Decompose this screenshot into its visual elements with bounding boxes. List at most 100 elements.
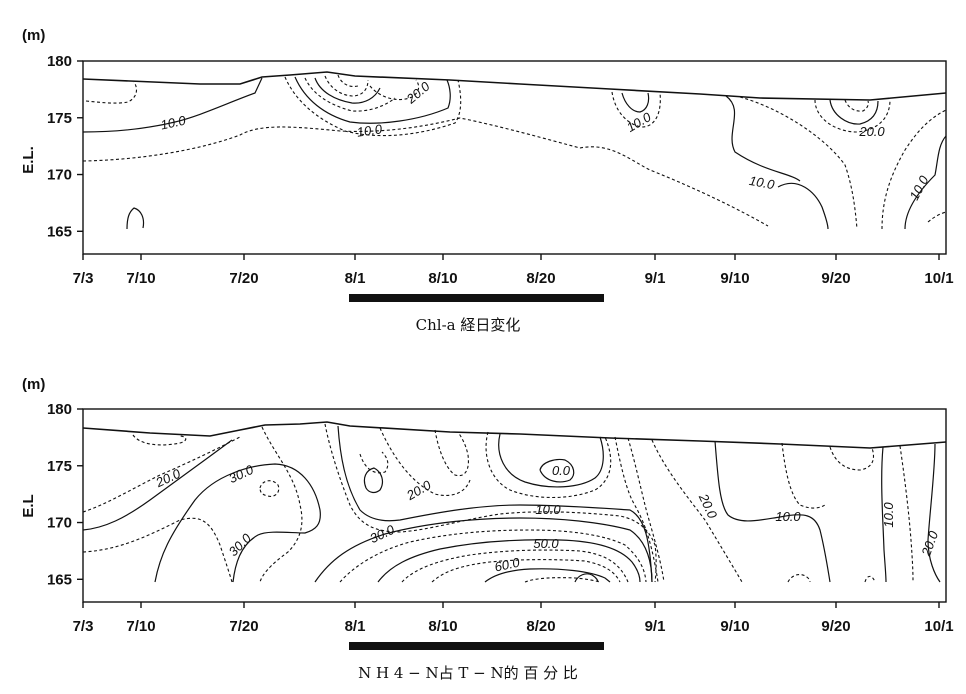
chl-a-x-tick-label: 8/1 xyxy=(345,270,366,287)
nh4-contour-label: 10.0 xyxy=(535,502,561,517)
chl-a-contour-label: 10.0 xyxy=(356,121,384,139)
nh4-contour-line xyxy=(82,436,241,513)
nh4-contour-label: 10.0 xyxy=(775,509,801,524)
chl-a-contour-line xyxy=(725,95,801,182)
nh4-contour-label: 50.0 xyxy=(533,536,559,551)
chl-a-contour-line xyxy=(739,96,858,230)
nh4-contour-line xyxy=(574,573,599,583)
nh4-contour-line xyxy=(132,434,187,446)
chl-a-contour-line xyxy=(777,182,829,230)
chl-a-contour-line xyxy=(829,99,879,125)
nh4-contour-line xyxy=(337,425,653,583)
nh4-period-bar xyxy=(349,642,604,650)
nh4-contour-line xyxy=(899,445,914,583)
chl-a-x-tick-label: 8/10 xyxy=(428,270,457,287)
chl-a-contour-line xyxy=(904,135,947,230)
nh4-contour-line xyxy=(82,517,233,583)
chl-a-x-tick-label: 8/20 xyxy=(526,270,555,287)
nh4-contour-label: 30.0 xyxy=(367,521,397,546)
nh4-y-ticks: 180 175 170 165 xyxy=(47,401,83,588)
nh4-contour-line xyxy=(154,463,321,583)
nh4-x-tick-label: 9/20 xyxy=(821,618,850,635)
nh4-x-tick-label: 9/1 xyxy=(645,618,666,635)
chl-a-contour-line xyxy=(126,207,145,230)
nh4-contour-line xyxy=(927,443,941,583)
nh4-x-tick-label: 10/1 xyxy=(924,618,953,635)
chl-a-y-tick-label: 175 xyxy=(47,110,72,127)
nh4-contour-line xyxy=(401,549,629,583)
chl-a-y-ticks: 180 175 170 165 xyxy=(47,53,83,240)
nh4-contour-label: 20.0 xyxy=(696,491,721,522)
nh4-x-tick-label: 7/3 xyxy=(73,618,94,635)
nh4-contour-line xyxy=(614,436,659,583)
nh4-contour-line xyxy=(363,467,384,494)
nh4-x-tick-label: 9/10 xyxy=(720,618,749,635)
chl-a-contour-line xyxy=(814,99,891,133)
chl-a-panel: (m) E.L. 180 175 170 165 7/3 7/10 7/20 8/1 8/10… xyxy=(20,27,954,334)
chl-a-y-tick-label: 170 xyxy=(47,167,72,184)
nh4-panel: (m) E.L 180 175 170 165 7/3 7/10 7/20 8/1 8/10 8… xyxy=(20,376,954,682)
nh4-contour-line xyxy=(484,568,611,583)
chl-a-contour-label: 10.0 xyxy=(906,173,931,203)
chl-a-x-tick-label: 7/20 xyxy=(229,270,258,287)
nh4-x-tick-label: 8/10 xyxy=(428,618,457,635)
chl-a-contour-label: 20.0 xyxy=(403,78,433,107)
chl-a-contour-line xyxy=(82,117,769,227)
nh4-contour-label: 0.0 xyxy=(552,463,571,478)
nh4-contour-line xyxy=(339,529,647,583)
nh4-contour-line xyxy=(627,437,665,583)
nh4-contour-line xyxy=(434,429,469,477)
chl-a-contour-line xyxy=(369,79,420,101)
chl-a-caption: Chl-a 経日変化 xyxy=(416,316,521,334)
nh4-contour-line xyxy=(314,517,653,583)
chl-a-plot-frame xyxy=(82,60,947,255)
chl-a-water-surface xyxy=(82,71,947,101)
nh4-contour-label: 20.0 xyxy=(403,477,434,504)
chl-a-x-tick-label: 9/20 xyxy=(821,270,850,287)
chl-a-x-tick-label: 7/3 xyxy=(73,270,94,287)
chl-a-contour-line xyxy=(927,211,947,223)
chl-a-x-ticks: 7/3 7/10 7/20 8/1 8/10 8/20 9/1 9/10 9/20 10/1 xyxy=(73,254,954,287)
chl-a-contour-label: 10.0 xyxy=(159,112,188,132)
nh4-y-axis-label: E.L xyxy=(20,494,37,517)
chl-a-contour-line xyxy=(85,81,138,104)
nh4-contour-line xyxy=(881,446,887,583)
chl-a-y-tick-label: 165 xyxy=(47,223,72,240)
chl-a-x-tick-label: 10/1 xyxy=(924,270,953,287)
chl-a-contour-line xyxy=(611,91,661,128)
nh4-unit-label: (m) xyxy=(22,376,45,393)
chl-a-contour-line xyxy=(82,77,263,133)
nh4-contour-line xyxy=(714,440,831,583)
chl-a-x-tick-label: 7/10 xyxy=(126,270,155,287)
chl-a-contour-line xyxy=(337,74,359,88)
nh4-contour-line xyxy=(524,577,601,583)
chl-a-contour-line xyxy=(621,92,650,113)
nh4-contour-line xyxy=(829,446,875,471)
nh4-contour-label: 10.0 xyxy=(881,502,896,528)
chl-a-contour-line xyxy=(294,76,451,124)
nh4-contour-line xyxy=(485,431,612,499)
chl-a-contour-label: 10.0 xyxy=(748,173,776,192)
chl-a-contour-line xyxy=(284,76,462,137)
nh4-y-tick-label: 180 xyxy=(47,401,72,418)
nh4-contour-line xyxy=(431,559,621,583)
nh4-x-tick-label: 7/10 xyxy=(126,618,155,635)
nh4-contour-line xyxy=(539,458,575,483)
nh4-x-tick-label: 8/1 xyxy=(345,618,366,635)
chl-a-period-bar xyxy=(349,294,604,302)
nh4-contour-label: 20.0 xyxy=(918,528,941,559)
nh4-contour-label: 60.0 xyxy=(493,554,522,574)
nh4-contour-line xyxy=(377,539,641,583)
nh4-contour-label: 30.0 xyxy=(226,461,256,486)
nh4-y-tick-label: 165 xyxy=(47,571,72,588)
nh4-y-tick-label: 175 xyxy=(47,458,72,475)
chl-a-contour-line xyxy=(844,99,869,112)
chl-a-contour-line xyxy=(314,77,381,104)
nh4-contour-line xyxy=(379,427,471,497)
chl-a-y-tick-label: 180 xyxy=(47,53,72,70)
nh4-y-tick-label: 170 xyxy=(47,515,72,532)
nh4-x-ticks: 7/3 7/10 7/20 8/1 8/10 8/20 9/1 9/10 9/20 10/1 xyxy=(73,602,954,635)
nh4-contour-line xyxy=(359,451,389,474)
nh4-plot-frame xyxy=(82,408,947,603)
chl-a-contour-label: 20.0 xyxy=(858,124,885,139)
